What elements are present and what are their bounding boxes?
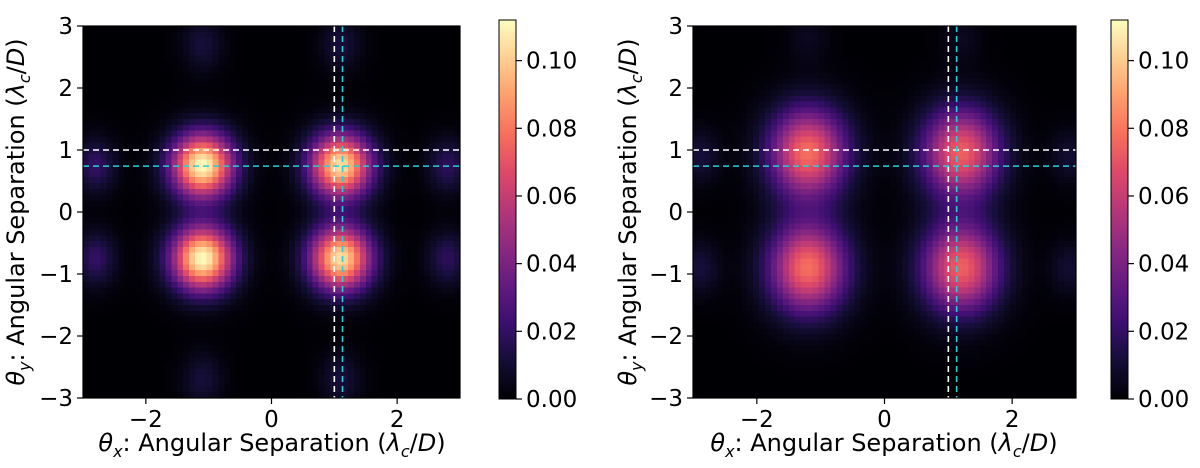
colorbar-1-ticks: 0.00 0.02 0.04 0.06 0.08 0.10 [516, 49, 577, 413]
x-tick-label-3: 2 [390, 407, 405, 433]
colorbar-tick-label-2: 0.02 [526, 319, 577, 345]
colorbar-tick-label-1: 0.00 [1138, 387, 1189, 413]
colorbar-2-gradient [1110, 19, 1129, 400]
y-tick-label-1: −3 [39, 386, 73, 412]
colorbar-tick-label-5: 0.08 [1138, 116, 1189, 142]
heatmap-2-image [693, 26, 1076, 398]
colorbar-tick-label-1: 0.00 [526, 387, 577, 413]
x-tick-label-1: −2 [129, 407, 163, 433]
heatmap-1-image [83, 26, 460, 398]
heatmap-1 [83, 26, 460, 398]
colorbar-tick-label-4: 0.06 [1138, 184, 1189, 210]
x-tick-label-3: 2 [1005, 407, 1020, 433]
colorbar-tick-label-4: 0.06 [526, 184, 577, 210]
x-tick-label-2: 0 [877, 407, 892, 433]
y-tick-label-1: −3 [649, 386, 683, 412]
x-axis-label-2: θx: Angular Separation (λc/D) [710, 429, 1057, 461]
colorbar-2: 0.00 0.02 0.04 0.06 0.08 0.10 [1110, 19, 1189, 413]
colorbar-tick-label-5: 0.08 [526, 116, 577, 142]
y-axis-label-1: θy: Angular Separation (λc/D) [2, 38, 34, 385]
panel-1: −2 0 2 −3 −2 −1 0 1 2 3 θx: Angular Separation (… [2, 14, 577, 461]
y-tick-label-4: 0 [58, 200, 73, 226]
x-ticks-2: −2 0 2 [740, 398, 1020, 433]
reference-lines-1 [83, 26, 460, 398]
y-tick-label-6: 2 [58, 76, 73, 102]
y-tick-label-7: 3 [58, 14, 73, 40]
x-ticks-1: −2 0 2 [129, 398, 405, 433]
x-tick-label-1: −2 [740, 407, 774, 433]
y-ticks-2: −3 −2 −1 0 1 2 3 [649, 14, 693, 412]
x-axis-label-1: θx: Angular Separation (λc/D) [98, 429, 445, 461]
panel-2: −2 0 2 −3 −2 −1 0 1 2 3 θx: Angular Separation (… [614, 14, 1189, 461]
colorbar-tick-label-3: 0.04 [1138, 252, 1189, 278]
colorbar-tick-label-2: 0.02 [1138, 319, 1189, 345]
reference-lines-2 [693, 26, 1076, 398]
y-axis-label-2: θy: Angular Separation (λc/D) [614, 38, 646, 385]
colorbar-1-gradient [498, 19, 517, 400]
colorbar-1: 0.00 0.02 0.04 0.06 0.08 0.10 [498, 19, 577, 413]
colorbar-2-ticks: 0.00 0.02 0.04 0.06 0.08 0.10 [1128, 49, 1189, 413]
heatmap-2 [693, 26, 1076, 398]
y-tick-label-5: 1 [58, 138, 73, 164]
y-ticks-1: −3 −2 −1 0 1 2 3 [39, 14, 83, 412]
colorbar-tick-label-3: 0.04 [526, 252, 577, 278]
y-tick-label-7: 3 [668, 14, 683, 40]
colorbar-tick-label-6: 0.10 [1138, 49, 1189, 75]
y-tick-label-4: 0 [668, 200, 683, 226]
y-tick-label-3: −1 [39, 262, 73, 288]
colorbar-tick-label-6: 0.10 [526, 49, 577, 75]
x-tick-label-2: 0 [264, 407, 279, 433]
y-tick-label-6: 2 [668, 76, 683, 102]
y-tick-label-3: −1 [649, 262, 683, 288]
y-tick-label-5: 1 [668, 138, 683, 164]
y-tick-label-2: −2 [649, 324, 683, 350]
y-tick-label-2: −2 [39, 324, 73, 350]
